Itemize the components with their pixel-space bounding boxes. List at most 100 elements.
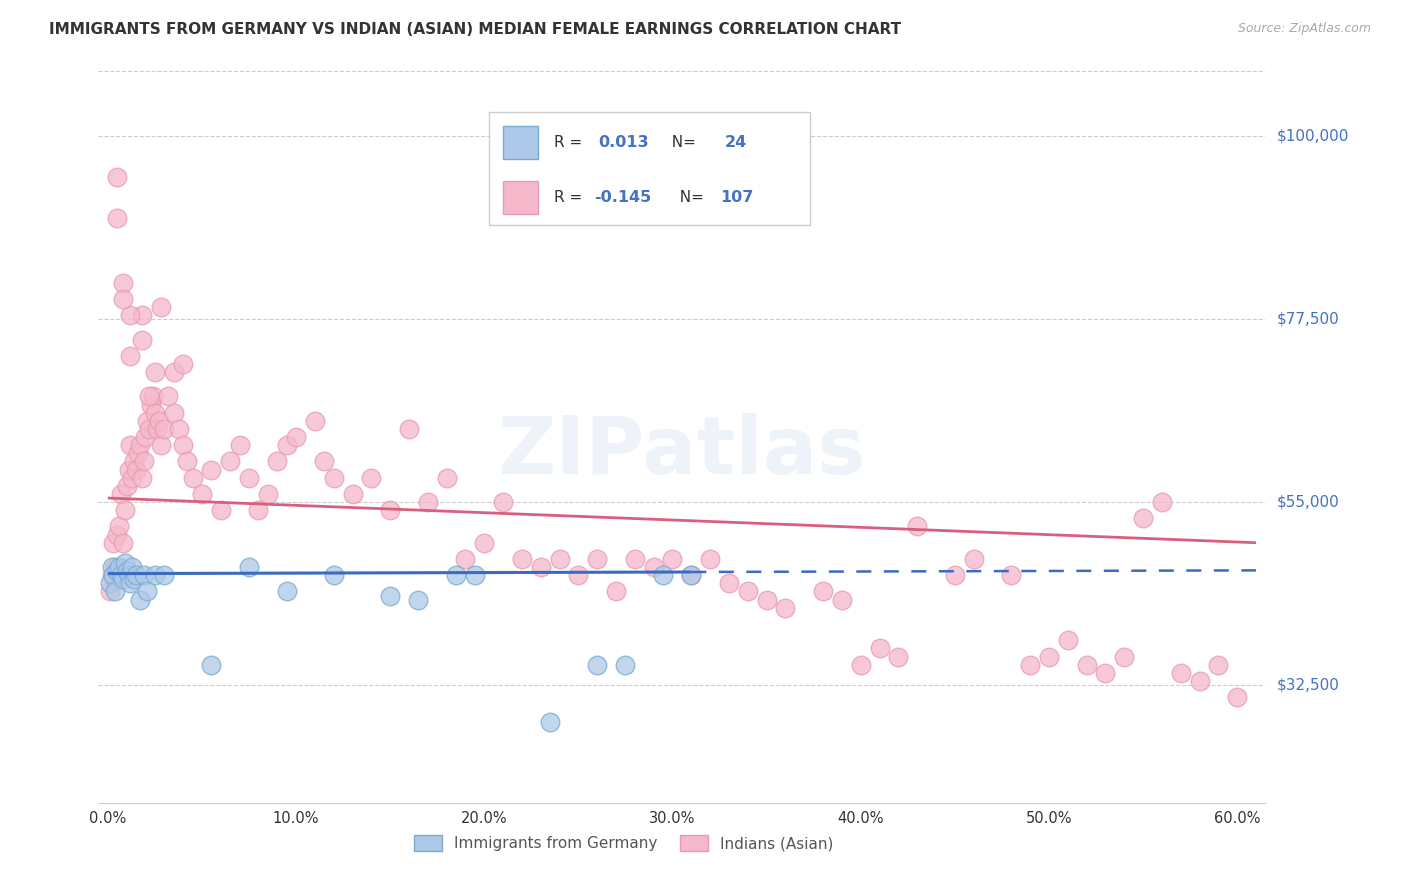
Point [153, 568, 176, 582]
Point [681, 568, 703, 582]
Point [117, 462, 139, 476]
Text: $77,500: $77,500 [1277, 311, 1340, 326]
Point [905, 519, 928, 533]
Point [132, 454, 155, 468]
Point [121, 471, 143, 485]
Point [737, 584, 759, 599]
Point [342, 487, 364, 501]
Point [398, 422, 420, 436]
Point [120, 576, 142, 591]
Point [943, 568, 966, 582]
Point [157, 389, 180, 403]
Point [108, 519, 131, 533]
Point [191, 487, 214, 501]
Text: Source: ZipAtlas.com: Source: ZipAtlas.com [1237, 22, 1371, 36]
Point [510, 552, 533, 566]
Point [492, 495, 515, 509]
FancyBboxPatch shape [503, 181, 538, 214]
Point [105, 564, 128, 578]
Point [775, 600, 797, 615]
Point [831, 592, 853, 607]
Point [1150, 495, 1173, 509]
Point [122, 454, 145, 468]
Point [104, 584, 127, 599]
Point [117, 568, 139, 582]
Point [110, 487, 132, 501]
Point [849, 657, 872, 672]
Point [238, 471, 260, 485]
Point [586, 552, 609, 566]
Point [717, 576, 740, 591]
Point [228, 438, 250, 452]
Point [276, 438, 298, 452]
Point [530, 560, 553, 574]
Point [139, 398, 162, 412]
Point [661, 552, 683, 566]
Point [125, 568, 148, 582]
Point [103, 568, 125, 582]
Point [138, 422, 160, 436]
Point [322, 471, 344, 485]
Text: IMMIGRANTS FROM GERMANY VS INDIAN (ASIAN) MEDIAN FEMALE EARNINGS CORRELATION CHA: IMMIGRANTS FROM GERMANY VS INDIAN (ASIAN… [49, 22, 901, 37]
Point [127, 446, 149, 460]
Point [148, 414, 170, 428]
Point [181, 471, 204, 485]
Point [887, 649, 910, 664]
Point [209, 503, 232, 517]
Point [115, 564, 138, 578]
Point [548, 552, 571, 566]
Point [200, 462, 222, 476]
Point [149, 438, 172, 452]
Point [380, 503, 402, 517]
Point [1114, 649, 1136, 664]
Point [869, 641, 891, 656]
Point [652, 568, 675, 582]
Point [1076, 657, 1098, 672]
Point [172, 438, 194, 452]
Point [98, 584, 121, 599]
Point [1000, 568, 1022, 582]
Point [142, 389, 165, 403]
Point [115, 479, 138, 493]
Point [111, 292, 134, 306]
Point [105, 211, 128, 225]
Point [138, 389, 160, 403]
Point [314, 454, 336, 468]
Point [219, 454, 242, 468]
Point [105, 169, 128, 184]
Text: -0.145: -0.145 [595, 190, 651, 205]
Text: 24: 24 [725, 135, 748, 150]
Point [624, 552, 647, 566]
Point [100, 568, 122, 582]
Point [464, 568, 486, 582]
Point [436, 471, 458, 485]
Point [153, 422, 176, 436]
Text: R =: R = [554, 190, 586, 205]
Point [110, 568, 132, 582]
Point [538, 714, 561, 729]
Point [104, 560, 127, 574]
FancyBboxPatch shape [489, 112, 810, 225]
Point [416, 495, 439, 509]
Point [322, 568, 344, 582]
Point [136, 584, 159, 599]
Point [586, 657, 609, 672]
Text: $55,000: $55,000 [1277, 494, 1340, 509]
Point [285, 430, 308, 444]
Point [176, 454, 198, 468]
Point [111, 276, 134, 290]
Point [1038, 649, 1060, 664]
Point [146, 422, 169, 436]
Point [134, 430, 156, 444]
Point [681, 568, 703, 582]
Point [1208, 657, 1230, 672]
Point [143, 365, 166, 379]
Point [380, 589, 402, 603]
Point [143, 406, 166, 420]
Point [643, 560, 665, 574]
Point [614, 657, 637, 672]
Point [699, 552, 721, 566]
Point [131, 333, 153, 347]
Text: 107: 107 [720, 190, 754, 205]
Point [605, 584, 627, 599]
